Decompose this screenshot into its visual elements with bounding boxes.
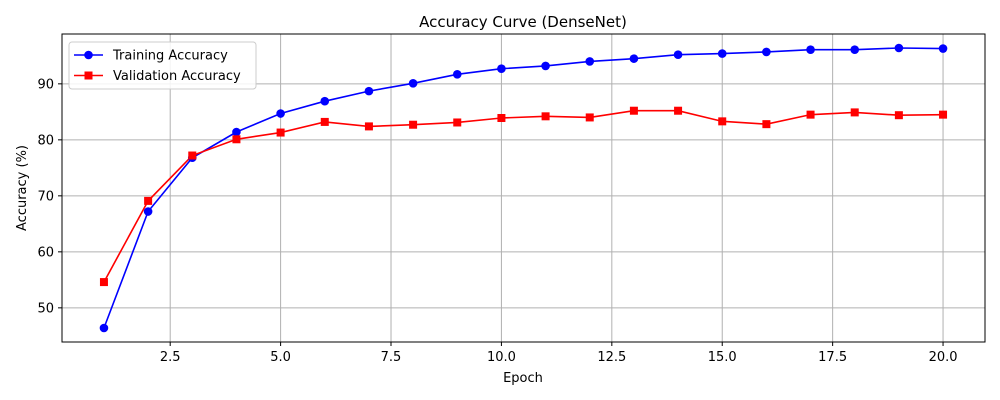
- x-axis-ticks: 2.5 5.0 7.5 10.0 12.5 15.0 17.5 20.0: [160, 342, 958, 365]
- y-axis-label: Accuracy (%): [15, 145, 30, 231]
- data-point: [850, 108, 859, 117]
- x-tick-label: 7.5: [381, 350, 402, 365]
- data-point: [276, 109, 285, 118]
- data-point: [232, 135, 241, 144]
- legend-label: Training Accuracy: [112, 49, 228, 64]
- data-point: [541, 61, 550, 71]
- legend-marker: [84, 50, 93, 60]
- legend-box: [68, 41, 257, 90]
- data-point: [585, 57, 595, 66]
- y-tick-label: 90: [37, 77, 54, 92]
- data-point: [497, 64, 506, 74]
- data-point: [585, 113, 594, 122]
- data-point: [144, 196, 153, 205]
- data-point: [143, 207, 153, 216]
- data-point: [806, 110, 815, 119]
- x-tick-label: 20.0: [929, 350, 958, 365]
- data-point: [408, 78, 418, 88]
- y-tick-label: 50: [37, 301, 54, 316]
- data-point: [276, 128, 285, 137]
- data-point: [188, 151, 197, 160]
- data-point: [717, 49, 727, 58]
- y-tick-label: 60: [37, 245, 54, 260]
- x-axis-label: Epoch: [503, 371, 543, 386]
- legend-label: Validation Accuracy: [113, 69, 241, 84]
- data-point: [938, 44, 948, 53]
- data-point: [452, 70, 462, 79]
- y-axis-ticks: 50 60 70 80 90: [37, 77, 62, 316]
- data-point: [453, 118, 462, 127]
- data-point: [232, 127, 241, 137]
- series-markers: [99, 43, 948, 333]
- data-point: [762, 120, 771, 129]
- x-tick-label: 12.5: [597, 350, 626, 365]
- x-tick-label: 15.0: [708, 350, 737, 365]
- chart-title: Accuracy Curve (DenseNet): [419, 13, 627, 31]
- data-point: [320, 117, 329, 126]
- data-point: [894, 43, 904, 53]
- data-point: [320, 96, 330, 106]
- x-tick-label: 10.0: [487, 350, 516, 365]
- series-line-1: [103, 109, 944, 283]
- data-point: [762, 47, 771, 57]
- plot-frame: [61, 33, 986, 343]
- x-tick-label: 5.0: [270, 350, 291, 365]
- data-point: [497, 114, 506, 122]
- data-point: [850, 45, 860, 54]
- data-point: [673, 50, 683, 60]
- data-point: [364, 86, 374, 96]
- data-point: [939, 110, 948, 119]
- data-point: [409, 120, 418, 129]
- y-tick-label: 70: [37, 189, 54, 204]
- data-point: [99, 278, 108, 287]
- legend: Training Accuracy Validation Accuracy: [68, 41, 257, 90]
- series-lines: [103, 47, 944, 329]
- data-point: [364, 122, 373, 131]
- grid: [62, 34, 985, 342]
- data-point: [99, 323, 109, 333]
- data-point: [629, 106, 638, 115]
- legend-marker: [84, 71, 93, 80]
- x-tick-label: 17.5: [818, 350, 847, 365]
- data-point: [629, 54, 639, 63]
- data-point: [894, 111, 903, 120]
- data-point: [718, 117, 727, 126]
- data-point: [674, 106, 683, 115]
- series-line-0: [103, 47, 944, 329]
- y-tick-label: 80: [37, 133, 54, 148]
- data-point: [806, 45, 815, 54]
- x-tick-label: 2.5: [160, 350, 181, 365]
- data-point: [541, 112, 550, 121]
